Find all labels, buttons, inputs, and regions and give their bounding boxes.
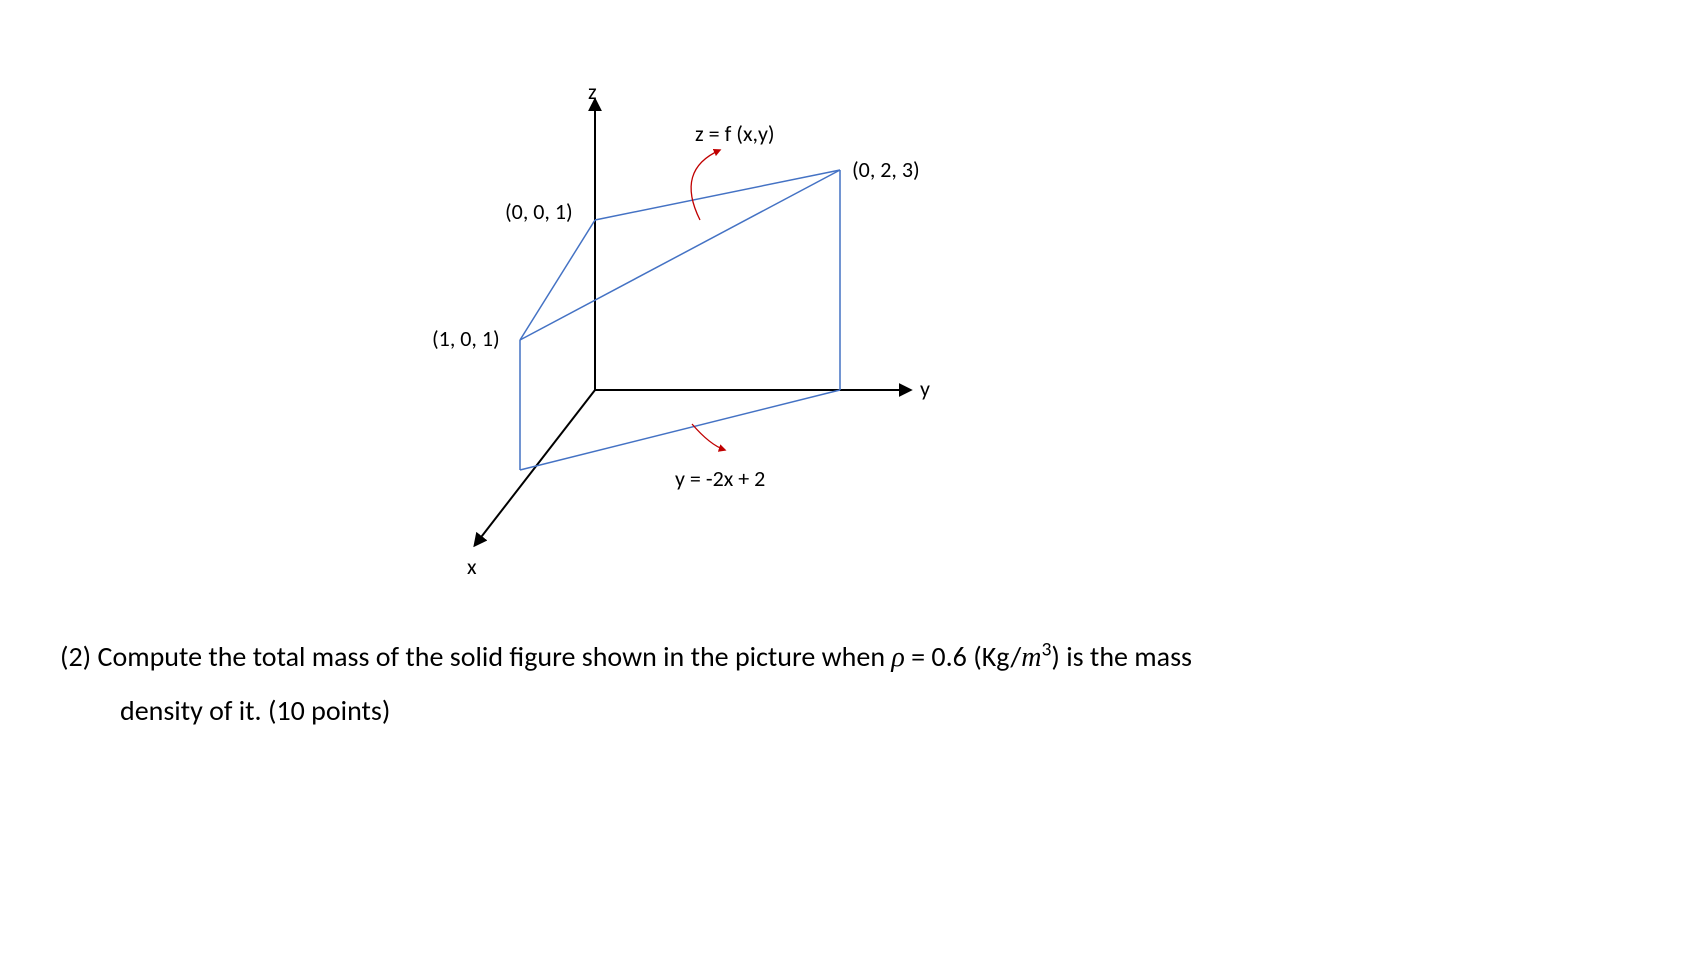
axis-label-z: z (588, 78, 597, 105)
question-line2: density of it. (10 points) (60, 684, 1640, 737)
diagram-3d: z y x (0, 0, 1) (1, 0, 1) (0, 2, 3) z = … (420, 90, 1020, 590)
m-symbol: m (1021, 642, 1041, 673)
point-label-023: (0, 2, 3) (852, 156, 920, 183)
point-label-001: (0, 0, 1) (505, 198, 573, 225)
question-eq: = 0.6 (Kg/ (905, 639, 1021, 674)
axis-label-y: y (920, 375, 930, 402)
equation-top: z = f (x,y) (695, 120, 775, 147)
axis-label-x: x (467, 553, 477, 580)
rho-symbol: ρ (891, 642, 904, 673)
diagram-svg (420, 90, 1020, 590)
question-line1b: ) is the mass (1051, 639, 1192, 674)
point-label-101: (1, 0, 1) (432, 325, 500, 352)
cubed: 3 (1041, 638, 1051, 662)
question-text: (2) Compute the total mass of the solid … (60, 630, 1640, 737)
equation-bottom: y = -2x + 2 (675, 465, 765, 492)
question-line1a: Compute the total mass of the solid figu… (98, 639, 892, 674)
question-number: (2) (60, 639, 91, 674)
